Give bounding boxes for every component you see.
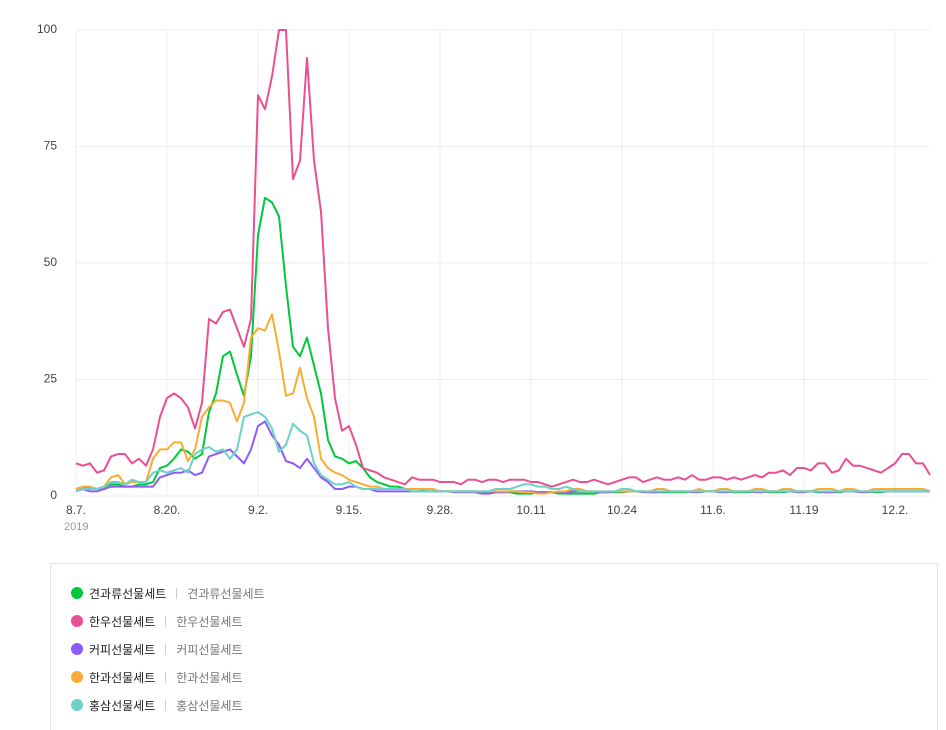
legend-sublabel: 커피선물세트 bbox=[176, 642, 243, 657]
legend-label: 커피선물세트 bbox=[89, 642, 156, 657]
legend-sublabel: 홍삼선물세트 bbox=[176, 698, 243, 713]
year-label: 2019 bbox=[64, 521, 88, 533]
x-tick-label: 9.28. bbox=[427, 503, 454, 517]
x-tick-label: 11.19 bbox=[789, 503, 818, 517]
series-line bbox=[75, 411, 930, 493]
legend-swatch bbox=[71, 615, 83, 627]
x-tick-label: 8.20. bbox=[154, 503, 181, 517]
y-tick-label: 0 bbox=[50, 488, 57, 502]
chart: 0 25 50 75 100 8.7. 8.20. 9.2. 9.15. 9.28. 10.11 10… bbox=[37, 22, 931, 533]
y-tick-label: 75 bbox=[44, 139, 58, 153]
legend-sublabel: 한우선물세트 bbox=[176, 614, 243, 629]
x-tick-label: 10.24 bbox=[607, 503, 637, 517]
legend-sublabel: 견과류선물세트 bbox=[187, 586, 265, 601]
separator bbox=[165, 643, 167, 655]
legend-item: 한과선물세트 한과선물세트 bbox=[71, 667, 243, 687]
x-tick-label: 11.6. bbox=[700, 503, 726, 517]
legend-swatch bbox=[71, 587, 83, 599]
legend-swatch bbox=[71, 671, 83, 683]
legend-item: 커피선물세트 커피선물세트 bbox=[71, 639, 243, 659]
legend-label: 견과류선물세트 bbox=[89, 586, 167, 601]
separator bbox=[165, 699, 167, 711]
legend-item: 견과류선물세트 견과류선물세트 bbox=[71, 583, 265, 603]
x-tick-label: 9.15. bbox=[336, 503, 363, 517]
legend-label: 홍삼선물세트 bbox=[89, 698, 156, 713]
y-tick-label: 50 bbox=[44, 255, 58, 269]
x-tick-label: 9.2. bbox=[248, 503, 268, 517]
separator bbox=[176, 587, 178, 599]
legend-item: 한우선물세트 한우선물세트 bbox=[71, 611, 243, 631]
series-line bbox=[75, 29, 931, 488]
separator bbox=[165, 671, 167, 683]
legend-swatch bbox=[71, 699, 83, 711]
x-tick-label: 8.7. bbox=[66, 503, 86, 517]
separator bbox=[165, 615, 167, 627]
legend-label: 한우선물세트 bbox=[89, 614, 156, 629]
y-tick-label: 100 bbox=[37, 22, 57, 36]
series-line bbox=[75, 313, 931, 495]
y-tick-label: 25 bbox=[44, 372, 58, 386]
legend-label: 한과선물세트 bbox=[89, 670, 156, 685]
legend-swatch bbox=[71, 643, 83, 655]
x-tick-label: 12.2. bbox=[882, 503, 909, 517]
legend-item: 홍삼선물세트 홍삼선물세트 bbox=[71, 695, 243, 715]
legend-sublabel: 한과선물세트 bbox=[176, 670, 243, 685]
x-tick-label: 10.11 bbox=[516, 503, 545, 517]
